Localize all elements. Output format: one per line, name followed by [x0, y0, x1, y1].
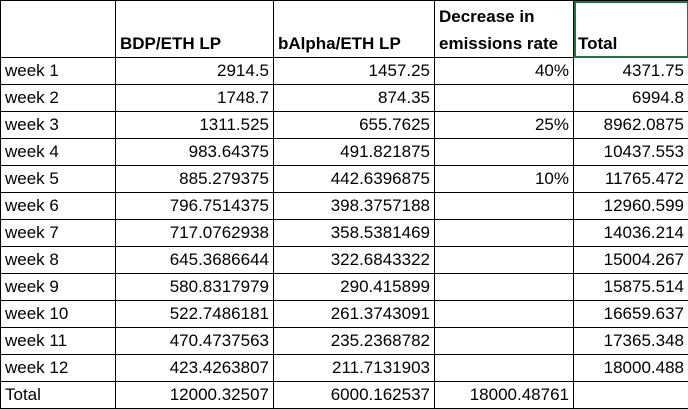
- row: week 11 470.4737563 235.2368782 17365.348: [0, 327, 688, 355]
- cell[interactable]: 15004.267: [573, 246, 688, 274]
- cell[interactable]: 261.3743091: [273, 300, 435, 328]
- cell[interactable]: [434, 138, 574, 166]
- cell[interactable]: week 12: [0, 354, 116, 382]
- cell[interactable]: 398.3757188: [273, 192, 435, 220]
- cell[interactable]: 645.3686644: [115, 246, 274, 274]
- cell[interactable]: 885.279375: [115, 165, 274, 193]
- cell[interactable]: [434, 273, 574, 301]
- cell[interactable]: 17365.348: [573, 327, 688, 355]
- row: week 2 1748.7 874.35 6994.8: [0, 84, 688, 112]
- cell[interactable]: [434, 84, 574, 112]
- cell[interactable]: 1748.7: [115, 84, 274, 112]
- cell[interactable]: week 11: [0, 327, 116, 355]
- cell[interactable]: BDP/ETH LP: [115, 0, 274, 58]
- cell[interactable]: 10437.553: [573, 138, 688, 166]
- cell[interactable]: 25%: [434, 111, 574, 139]
- cell[interactable]: Total: [573, 0, 688, 58]
- cell[interactable]: 1457.25: [273, 57, 435, 85]
- cell[interactable]: 12000.32507: [115, 381, 274, 409]
- cell[interactable]: week 1: [0, 57, 116, 85]
- cell[interactable]: 358.5381469: [273, 219, 435, 247]
- cell[interactable]: 522.7486181: [115, 300, 274, 328]
- cell[interactable]: 470.4737563: [115, 327, 274, 355]
- cell[interactable]: 1311.525: [115, 111, 274, 139]
- cell[interactable]: 40%: [434, 57, 574, 85]
- row: week 9 580.8317979 290.415899 15875.514: [0, 273, 688, 301]
- cell[interactable]: week 4: [0, 138, 116, 166]
- cell[interactable]: week 3: [0, 111, 116, 139]
- cell[interactable]: 8962.0875: [573, 111, 688, 139]
- cell[interactable]: week 8: [0, 246, 116, 274]
- cell[interactable]: 442.6396875: [273, 165, 435, 193]
- cell[interactable]: [573, 381, 688, 409]
- cell[interactable]: week 2: [0, 84, 116, 112]
- cell[interactable]: 16659.637: [573, 300, 688, 328]
- cell[interactable]: week 10: [0, 300, 116, 328]
- cell[interactable]: 796.7514375: [115, 192, 274, 220]
- cell[interactable]: 235.2368782: [273, 327, 435, 355]
- cell[interactable]: week 7: [0, 219, 116, 247]
- cell[interactable]: [434, 300, 574, 328]
- cell[interactable]: Decrease in emissions rate: [434, 0, 574, 58]
- cell[interactable]: [0, 0, 116, 58]
- cell[interactable]: 717.0762938: [115, 219, 274, 247]
- cell[interactable]: 322.6843322: [273, 246, 435, 274]
- row: week 10 522.7486181 261.3743091 16659.637: [0, 300, 688, 328]
- cell[interactable]: 4371.75: [573, 57, 688, 85]
- cell[interactable]: week 6: [0, 192, 116, 220]
- cell[interactable]: [434, 246, 574, 274]
- cell[interactable]: [434, 219, 574, 247]
- cell[interactable]: 983.64375: [115, 138, 274, 166]
- cell[interactable]: 18000.48761: [434, 381, 574, 409]
- cell[interactable]: [434, 192, 574, 220]
- header-row: BDP/ETH LP bAlpha/ETH LP Decrease in emiss…: [0, 0, 688, 58]
- cell[interactable]: 6000.162537: [273, 381, 435, 409]
- cell[interactable]: 491.821875: [273, 138, 435, 166]
- cell[interactable]: 580.8317979: [115, 273, 274, 301]
- cell[interactable]: 12960.599: [573, 192, 688, 220]
- cell[interactable]: 211.7131903: [273, 354, 435, 382]
- cell[interactable]: bAlpha/ETH LP: [273, 0, 435, 58]
- row: week 12 423.4263807 211.7131903 18000.488: [0, 354, 688, 382]
- cell[interactable]: [434, 354, 574, 382]
- cell[interactable]: [434, 327, 574, 355]
- cell[interactable]: 2914.5: [115, 57, 274, 85]
- row: week 5 885.279375 442.6396875 10% 11765.472: [0, 165, 688, 193]
- row: week 8 645.3686644 322.6843322 15004.267: [0, 246, 688, 274]
- cell[interactable]: 10%: [434, 165, 574, 193]
- cell[interactable]: 6994.8: [573, 84, 688, 112]
- cell[interactable]: 290.415899: [273, 273, 435, 301]
- cell[interactable]: 18000.488: [573, 354, 688, 382]
- cell[interactable]: week 9: [0, 273, 116, 301]
- cell[interactable]: 423.4263807: [115, 354, 274, 382]
- cell[interactable]: 874.35: [273, 84, 435, 112]
- row: week 7 717.0762938 358.5381469 14036.214: [0, 219, 688, 247]
- row: Total 12000.32507 6000.162537 18000.48761: [0, 381, 688, 409]
- cell[interactable]: 11765.472: [573, 165, 688, 193]
- cell[interactable]: 15875.514: [573, 273, 688, 301]
- cell[interactable]: Total: [0, 381, 116, 409]
- row: week 4 983.64375 491.821875 10437.553: [0, 138, 688, 166]
- cell[interactable]: week 5: [0, 165, 116, 193]
- cell[interactable]: 655.7625: [273, 111, 435, 139]
- row: week 6 796.7514375 398.3757188 12960.599: [0, 192, 688, 220]
- row: week 1 2914.5 1457.25 40% 4371.75: [0, 57, 688, 85]
- cell[interactable]: 14036.214: [573, 219, 688, 247]
- row: week 3 1311.525 655.7625 25% 8962.0875: [0, 111, 688, 139]
